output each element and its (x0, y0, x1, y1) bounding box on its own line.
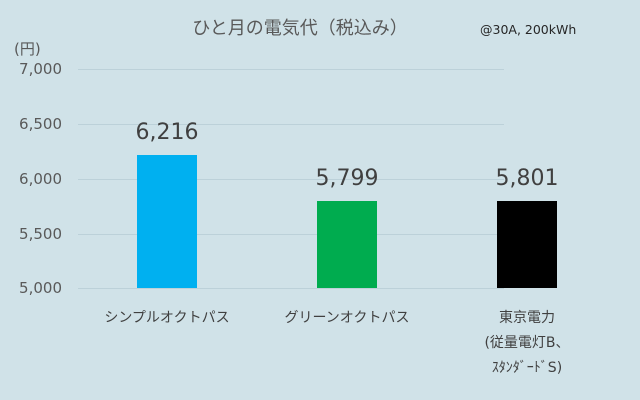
gridline (78, 179, 504, 180)
gridline (78, 69, 504, 70)
y-axis-unit: (円) (14, 40, 41, 58)
y-tick-7000: 7,000 (19, 60, 62, 78)
value-label: 5,801 (495, 166, 559, 191)
category-label: 東京電力 (従量電灯B、 ｽﾀﾝﾀﾞｰﾄﾞS) (484, 310, 570, 376)
y-tick-6500: 6,500 (19, 115, 62, 133)
value-label: 6,216 (135, 120, 199, 145)
y-tick-5500: 5,500 (19, 225, 62, 243)
y-tick-5000: 5,000 (19, 279, 62, 297)
value-label: 5,799 (315, 166, 379, 191)
category-label: グリーンオクトパス (284, 310, 410, 326)
gridline (78, 288, 504, 289)
bar-tepco (497, 201, 557, 288)
y-tick-6000: 6,000 (19, 170, 62, 188)
bar-green-octopus (317, 201, 377, 288)
category-label: シンプルオクトパス (104, 310, 230, 326)
chart-subtitle: @30A, 200kWh (480, 22, 577, 37)
bar-simple-octopus (137, 155, 197, 288)
gridline (78, 234, 504, 235)
gridline (78, 124, 504, 125)
chart-title: ひと月の電気代（税込み） (192, 18, 408, 39)
